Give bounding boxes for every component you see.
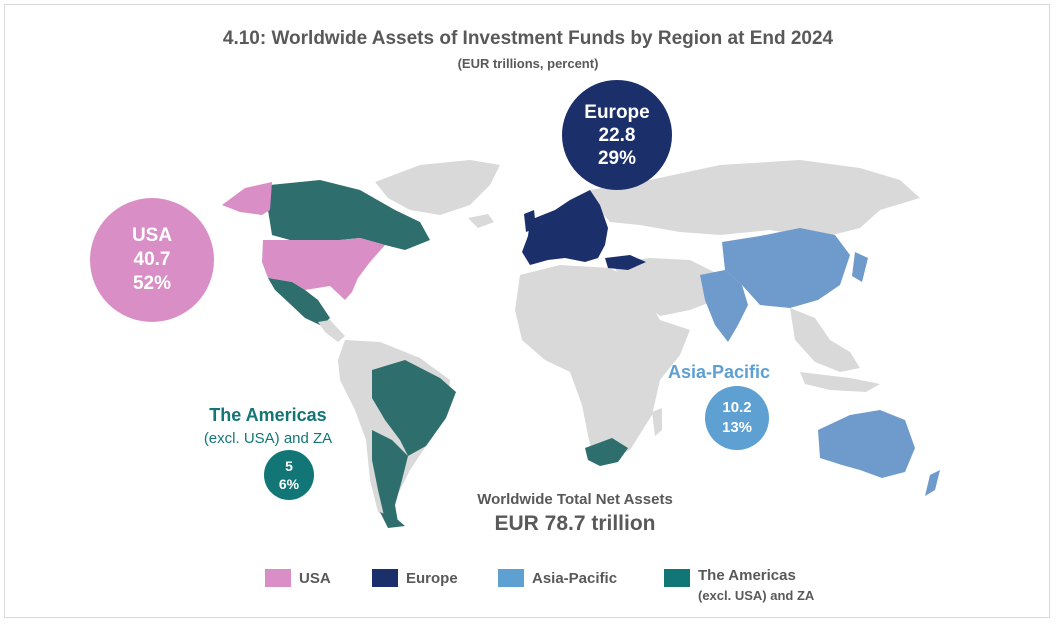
americas-sublabel: (excl. USA) and ZA [203,430,333,447]
land-iceland [468,214,494,228]
americas-bubble-value: 5 [285,458,293,474]
land-canada [268,180,430,250]
usa-bubble-share: 52% [132,273,172,294]
land-turkey [605,255,646,270]
legend-label-usa: USA [299,569,331,587]
legend-swatch-usa [265,569,291,587]
land-new-zealand [925,470,940,496]
asia-pacific-bubble-value: 10.2 [722,399,752,416]
legend-item-asia-pacific: Asia-Pacific [498,569,617,587]
legend-label-asia-pacific: Asia-Pacific [532,569,618,587]
legend-swatch-asia-pacific [498,569,524,587]
land-usa [262,238,385,300]
land-europe [522,190,608,265]
europe-bubble-value: 22.8 [598,124,636,146]
land-china [722,228,850,308]
usa-bubble: USA 40.7 52% [90,198,214,322]
europe-bubble: Europe 22.8 29% [562,80,672,190]
land-alaska [222,182,272,215]
legend-sublabel-americas: (excl. USA) and ZA [698,588,815,603]
chart-title: 4.10: Worldwide Assets of Investment Fun… [222,28,834,49]
land-russia [590,160,920,238]
land-india [700,270,748,342]
europe-bubble-label: Europe [584,101,650,123]
asia-pacific-bubble-share: 13% [721,419,753,436]
land-indonesia [800,372,880,392]
land-uk [524,210,536,232]
legend-item-usa: USA [265,569,331,587]
total-label: Worldwide Total Net Assets [477,491,673,508]
land-australia [818,410,915,478]
land-southeast-asia [790,308,860,372]
total-value: EUR 78.7 trillion [494,512,656,535]
land-madagascar [652,408,662,436]
legend-item-americas: The Americas (excl. USA) and ZA [664,567,814,603]
land-mexico [268,278,330,326]
legend-label-americas: The Americas [698,567,796,584]
land-south-africa [585,438,628,466]
legend-item-europe: Europe [372,569,458,587]
legend-swatch-americas [664,569,690,587]
asia-pacific-label: Asia-Pacific [668,362,771,382]
land-japan [852,252,868,282]
usa-bubble-value: 40.7 [133,249,171,270]
land-africa [515,265,690,462]
land-central-america [318,320,345,342]
legend-swatch-europe [372,569,398,587]
land-greenland [375,160,500,215]
chart-subtitle: (EUR trillions, percent) [457,56,599,71]
land-brazil [372,360,456,456]
asia-pacific-bubble: 10.2 13% [705,386,769,450]
land-chile-argentina [372,430,408,522]
usa-bubble-label: USA [131,225,173,246]
americas-label: The Americas [209,405,327,425]
americas-bubble: 5 6% [264,450,314,500]
legend-label-europe: Europe [406,569,458,587]
europe-bubble-share: 29% [597,147,637,169]
land-patagonia [380,512,405,528]
land-middle-east [612,258,720,316]
americas-bubble-share: 6% [278,476,300,492]
